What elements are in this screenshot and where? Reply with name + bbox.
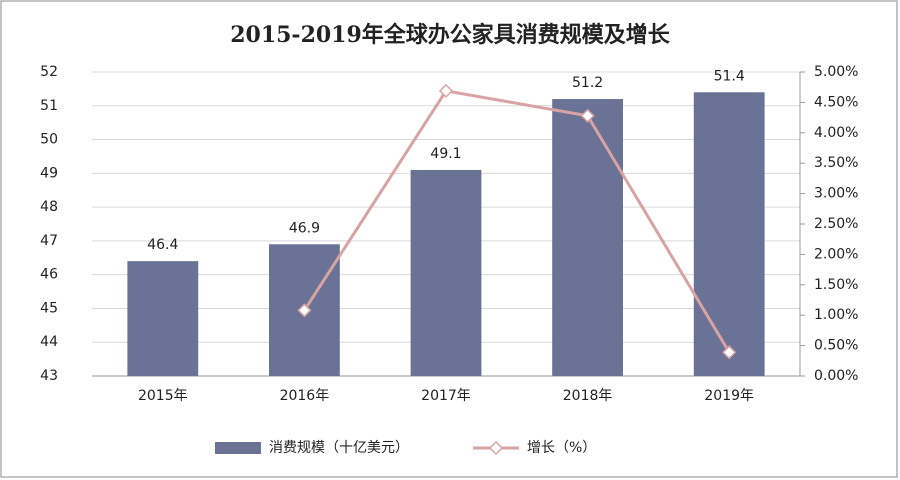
x-tick-label: 2017年 bbox=[421, 388, 471, 404]
y-tick-label: 49 bbox=[40, 165, 58, 181]
y2-tick-label: 2.00% bbox=[814, 246, 858, 262]
y-tick-label: 48 bbox=[40, 199, 58, 215]
line-marker bbox=[722, 345, 737, 360]
bar bbox=[552, 99, 623, 377]
bar bbox=[693, 92, 765, 377]
bar bbox=[127, 261, 199, 376]
x-tick-label: 2019年 bbox=[704, 388, 754, 404]
y2-tick-label: 4.00% bbox=[814, 125, 858, 141]
y2-tick-label: 3.50% bbox=[814, 155, 858, 171]
y-tick-label: 45 bbox=[40, 300, 58, 316]
y-tick-label: 46 bbox=[40, 267, 58, 283]
value-label: 51.2 bbox=[572, 75, 603, 91]
chart-title: 2015-2019年全球办公家具消费规模及增长 bbox=[230, 22, 671, 48]
y2-tick-label: 1.00% bbox=[814, 307, 858, 323]
legend-swatch bbox=[215, 442, 261, 454]
value-label: 51.4 bbox=[714, 68, 745, 84]
y2-tick-label: 0.00% bbox=[814, 368, 858, 384]
bar bbox=[410, 169, 482, 376]
y2-tick-label: 3.00% bbox=[814, 186, 858, 202]
value-label: 49.1 bbox=[430, 146, 461, 162]
y-tick-label: 43 bbox=[40, 368, 58, 384]
line-marker bbox=[580, 108, 595, 123]
x-tick-label: 2018年 bbox=[563, 388, 613, 404]
y-tick-label: 44 bbox=[40, 334, 58, 350]
line-marker bbox=[438, 83, 454, 98]
line-marker bbox=[297, 303, 312, 318]
legend-label: 增长（%） bbox=[527, 440, 596, 456]
y2-tick-label: 4.50% bbox=[814, 94, 858, 110]
y-tick-label: 52 bbox=[40, 64, 58, 80]
y2-tick-label: 5.00% bbox=[814, 64, 858, 80]
value-label: 46.9 bbox=[289, 220, 320, 236]
y-tick-label: 50 bbox=[40, 132, 58, 148]
legend-label: 消费规模（十亿美元） bbox=[269, 440, 409, 456]
legend-marker bbox=[488, 440, 504, 456]
x-tick-label: 2015年 bbox=[138, 388, 188, 404]
x-tick-label: 2016年 bbox=[280, 388, 330, 404]
y2-tick-label: 0.50% bbox=[814, 338, 858, 354]
y2-tick-label: 1.50% bbox=[814, 277, 858, 293]
value-label: 46.4 bbox=[147, 237, 178, 253]
y2-tick-label: 2.50% bbox=[814, 216, 858, 232]
y-tick-label: 47 bbox=[40, 233, 58, 249]
y-tick-label: 51 bbox=[40, 98, 58, 114]
line bbox=[303, 89, 731, 354]
